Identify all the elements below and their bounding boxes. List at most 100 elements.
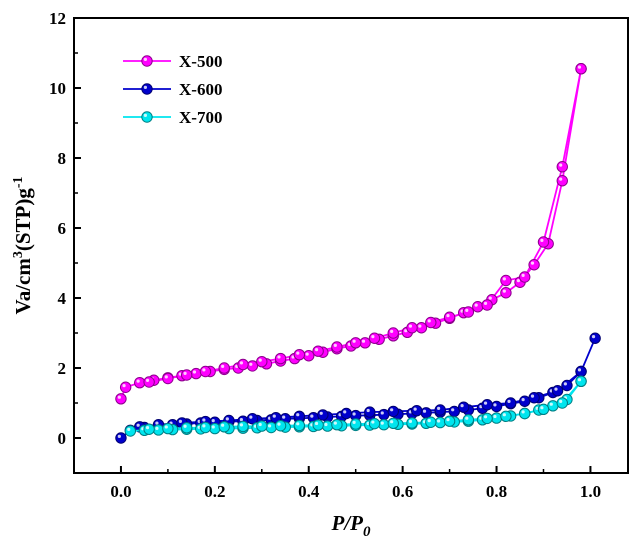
x-700-desorption-point: [575, 375, 587, 387]
x-500-adsorption-point: [500, 287, 512, 299]
marker-highlight: [145, 378, 150, 382]
marker-highlight: [211, 419, 215, 423]
x-700-desorption-point: [387, 417, 399, 429]
legend-marker-x-600: [141, 83, 153, 95]
marker-highlight: [483, 301, 488, 305]
marker-highlight: [577, 368, 582, 372]
marker-highlight: [540, 238, 544, 242]
marker-highlight: [211, 425, 215, 429]
x-500-desorption-point: [481, 299, 493, 311]
x-500-adsorption-point: [134, 377, 146, 389]
marker-highlight: [221, 364, 225, 368]
x-600-adsorption-point: [589, 332, 601, 344]
marker-highlight: [404, 329, 408, 333]
y-tick-label: 2: [58, 359, 67, 378]
y-axis-title: Va/cm3(STP)g-1: [11, 176, 35, 314]
data-series: [115, 63, 601, 444]
marker-highlight: [155, 421, 159, 425]
marker-highlight: [164, 425, 168, 429]
marker-highlight: [530, 394, 535, 398]
marker-highlight: [465, 308, 469, 312]
x-500-desorption-point: [218, 362, 230, 374]
x-700-desorption-point: [406, 417, 418, 429]
marker-highlight: [258, 358, 262, 362]
y-tick-label: 4: [58, 289, 67, 308]
marker-highlight: [465, 416, 469, 420]
legend-label-x-500: X-500: [179, 52, 222, 71]
y-tick-label: 10: [49, 79, 66, 98]
x-600-adsorption-point: [448, 405, 460, 418]
marker-highlight: [117, 395, 121, 399]
x-axis-title: P/P0: [331, 511, 372, 537]
marker-highlight: [380, 421, 384, 425]
x-600-desorption-point: [411, 405, 423, 417]
x-600-desorption-point: [434, 404, 446, 416]
x-700-desorption-point: [180, 422, 193, 434]
x-500-desorption-point: [406, 322, 418, 334]
marker-highlight: [143, 57, 147, 62]
x-500-adsorption-point: [303, 350, 315, 362]
x-600-adsorption-point: [519, 395, 531, 407]
x-700-desorption-point: [556, 397, 568, 409]
x-700-desorption-point: [256, 420, 268, 432]
marker-highlight: [221, 423, 225, 427]
x-600-desorption-point: [551, 385, 564, 397]
legend: X-500 X-600 X-700: [123, 52, 222, 127]
x-500-adsorption-point: [115, 393, 127, 405]
x-500-desorption-point: [312, 345, 324, 357]
x-500-desorption-point: [274, 352, 287, 365]
x-600-adsorption-point: [420, 407, 432, 419]
marker-highlight: [493, 403, 497, 407]
x-tick-label: 1.0: [580, 482, 601, 501]
x-700-desorption-point: [537, 403, 550, 415]
marker-highlight: [305, 352, 309, 356]
marker-highlight: [324, 422, 328, 427]
marker-highlight: [333, 421, 337, 425]
legend-label-x-700: X-700: [179, 108, 222, 127]
marker-highlight: [483, 401, 488, 405]
y-axis-title-sup2: -1: [11, 176, 26, 188]
marker-highlight: [202, 418, 206, 422]
marker-highlight: [413, 407, 417, 411]
marker-highlight: [559, 163, 563, 167]
marker-highlight: [127, 427, 131, 431]
x-600-desorption-point: [528, 392, 540, 404]
y-tick-label: 12: [49, 9, 66, 28]
marker-highlight: [422, 409, 427, 413]
marker-highlight: [183, 424, 187, 428]
marker-highlight: [249, 362, 253, 366]
marker-highlight: [314, 348, 319, 352]
x-500-desorption-point: [237, 358, 249, 371]
x-700-desorption-point: [237, 420, 249, 433]
marker-highlight: [371, 420, 375, 424]
x-600-desorption-point: [457, 401, 470, 413]
x-700-desorption-point: [368, 417, 381, 430]
x-500-desorption-point: [368, 332, 381, 344]
marker-highlight: [502, 413, 506, 417]
marker-highlight: [239, 418, 244, 422]
x-700-desorption-point: [293, 419, 306, 432]
x-600-adsorption-point: [115, 432, 127, 444]
y-axis-title-main: Va/cm: [11, 258, 35, 315]
marker-highlight: [319, 411, 323, 415]
x-500-desorption-point: [519, 271, 531, 283]
marker-highlight: [559, 177, 563, 181]
x-500-desorption-point: [387, 327, 399, 339]
marker-highlight: [521, 410, 525, 414]
marker-highlight: [296, 351, 300, 355]
x-700-desorption-point: [312, 419, 324, 431]
marker-highlight: [549, 402, 553, 406]
marker-highlight: [390, 408, 394, 412]
x-700-adsorption-point: [490, 412, 503, 424]
x-500-desorption-point: [162, 372, 174, 385]
x-500-desorption-point: [143, 376, 155, 388]
marker-highlight: [225, 417, 229, 421]
marker-highlight: [408, 324, 413, 328]
x-500-desorption-point: [500, 274, 512, 287]
x-600-adsorption-point: [490, 400, 503, 413]
x-700-desorption-point: [462, 414, 475, 426]
x-600-desorption-point: [481, 399, 493, 411]
x-600-desorption-point: [317, 409, 329, 421]
marker-highlight: [314, 421, 319, 426]
